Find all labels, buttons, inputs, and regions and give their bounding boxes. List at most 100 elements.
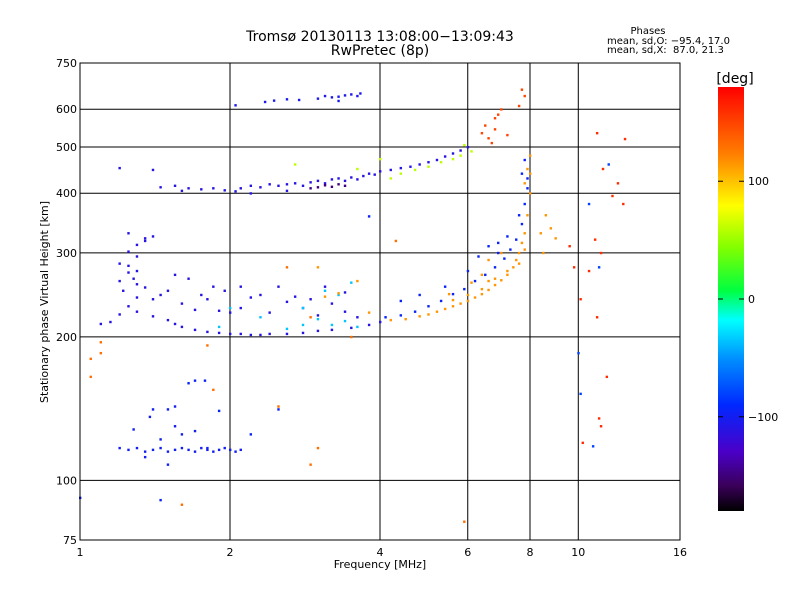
echo-point — [509, 248, 512, 251]
echo-point — [605, 375, 609, 379]
echo-point — [579, 392, 582, 396]
echo-point — [463, 287, 466, 291]
echo-point — [451, 157, 455, 161]
echo-point — [99, 322, 103, 326]
echo-point — [285, 332, 289, 336]
echo-point — [206, 446, 209, 450]
echo-point — [484, 273, 487, 277]
echo-point — [239, 306, 242, 310]
phase-stats-heading: Phases — [630, 26, 665, 37]
echo-point — [212, 187, 215, 190]
colorbar-ticks: 100 0 −100 — [718, 175, 778, 424]
echo-point — [277, 408, 280, 411]
echo-point — [577, 351, 580, 355]
echo-point — [151, 315, 155, 318]
echo-point — [159, 498, 162, 502]
echo-point — [568, 245, 571, 248]
echo-point — [212, 388, 215, 392]
echo-point — [187, 187, 190, 190]
echo-point — [517, 104, 521, 108]
echo-point — [490, 141, 494, 145]
x-tick-label: 10 — [571, 546, 585, 559]
echo-point — [166, 289, 170, 292]
echo-point — [193, 328, 197, 332]
echo-point — [343, 291, 347, 294]
echo-point — [404, 317, 407, 321]
echo-point — [539, 232, 542, 235]
echo-point — [343, 179, 347, 183]
echo-point — [323, 289, 327, 292]
echo-point — [520, 241, 524, 245]
echo-point — [599, 425, 603, 428]
echo-point — [180, 302, 184, 305]
echo-point — [89, 375, 92, 379]
echo-point — [520, 222, 524, 226]
echo-point — [500, 251, 503, 255]
y-tick-label: 500 — [56, 141, 77, 154]
echo-point — [451, 152, 455, 155]
echo-point — [173, 425, 177, 428]
echo-point — [323, 295, 327, 298]
echo-point — [413, 310, 417, 313]
echo-point — [523, 202, 526, 206]
echo-point — [330, 328, 334, 332]
echo-point — [350, 281, 353, 284]
echo-point — [229, 311, 232, 314]
echo-point — [356, 178, 359, 181]
echo-point — [506, 133, 509, 137]
echo-point — [193, 379, 197, 382]
echo-point — [343, 319, 347, 323]
echo-point — [239, 332, 242, 336]
echo-point — [496, 251, 500, 255]
echo-point — [379, 157, 382, 161]
echo-point — [135, 243, 139, 247]
echo-point — [316, 329, 320, 333]
echo-point — [173, 184, 177, 187]
echo-point — [399, 299, 403, 303]
colorbar-tick-label: −100 — [748, 411, 778, 424]
echo-point — [173, 405, 177, 408]
echo-point — [451, 305, 455, 308]
echo-point — [477, 255, 480, 258]
echo-point — [427, 305, 430, 308]
y-tick-label: 400 — [56, 187, 77, 200]
echo-point — [135, 310, 139, 313]
echo-point — [217, 448, 221, 452]
echo-point — [337, 95, 340, 98]
echo-point — [272, 99, 276, 102]
echo-point — [285, 183, 289, 186]
echo-point — [399, 172, 403, 175]
echo-point — [544, 214, 548, 217]
echo-point — [323, 184, 327, 187]
echo-point — [330, 323, 334, 327]
echo-point — [234, 450, 237, 453]
echo-point — [127, 305, 130, 308]
echo-point — [148, 415, 152, 419]
echo-point — [193, 450, 197, 453]
echo-point — [223, 289, 226, 292]
echo-point — [285, 189, 289, 193]
echo-point — [526, 187, 529, 190]
echo-point — [259, 186, 262, 189]
echo-point — [337, 292, 340, 295]
y-tick-label: 600 — [56, 103, 77, 116]
echo-point — [151, 168, 155, 172]
echo-point — [143, 237, 147, 240]
echo-point — [268, 311, 271, 314]
echo-point — [159, 293, 162, 297]
echo-point — [595, 131, 599, 135]
phase-stats-o: mean, sd,O: −95.4, 17.0 — [607, 36, 730, 47]
echo-point — [301, 184, 305, 187]
echo-point — [259, 293, 262, 297]
echo-point — [595, 316, 599, 319]
echo-point — [379, 170, 382, 173]
echo-point — [212, 285, 215, 288]
echo-point — [127, 264, 130, 268]
echo-point — [229, 332, 232, 336]
grid-lines — [80, 63, 680, 540]
echo-point — [487, 245, 490, 248]
echo-point — [234, 190, 237, 193]
echo-point — [493, 128, 497, 131]
echo-point — [443, 307, 447, 311]
